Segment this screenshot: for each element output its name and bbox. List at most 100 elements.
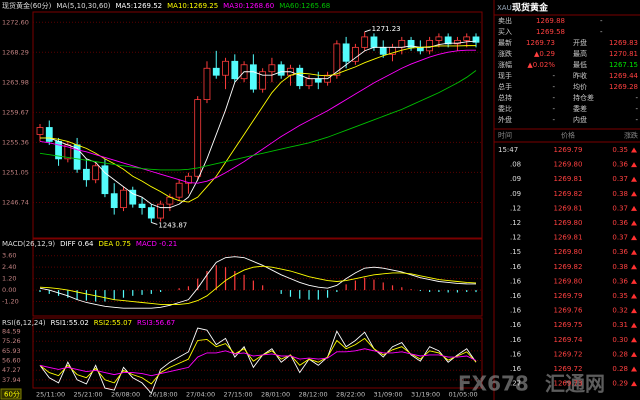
indicator-line: [39, 256, 477, 309]
quote-value: -: [635, 116, 638, 124]
quote-value: -: [552, 72, 555, 80]
trade-time: .12: [510, 234, 521, 242]
candle-body: [426, 39, 434, 52]
candle-body: [36, 127, 44, 135]
trade-change: 0.37: [612, 234, 628, 242]
annotation-line: [151, 221, 158, 225]
y-tick-label: 75.26: [2, 337, 21, 345]
y-tick-label: 1246.74: [2, 198, 29, 206]
trade-time: .09: [510, 190, 521, 198]
trade-price: 1269.73: [554, 380, 583, 388]
candle-body: [157, 203, 164, 219]
up-arrow: [631, 162, 637, 168]
y-tick-label: 37.94: [2, 376, 21, 384]
trade-change: 0.36: [612, 219, 628, 227]
trade-header: 时间: [498, 131, 512, 140]
quote-value: ▲0.29: [534, 50, 555, 58]
quote-label: 最新: [498, 38, 512, 47]
up-arrow: [631, 308, 637, 314]
trade-change: 0.29: [612, 380, 628, 388]
macd-header: MACD(26,12,9) DIFF 0.64 DEA 0.75 MACD -0.21: [2, 240, 182, 248]
quote-label: 委差: [573, 104, 587, 113]
trade-price: 1269.81: [554, 175, 583, 183]
annotation: 1243.87: [158, 221, 187, 229]
quote-value: 1269.73: [526, 39, 555, 47]
trade-price: 1269.80: [554, 161, 583, 169]
trade-header: 涨跌: [624, 131, 638, 140]
candle-body: [268, 64, 276, 73]
y-tick-label: 0.00: [2, 286, 16, 294]
up-arrow: [631, 351, 637, 357]
annotation-line: [364, 29, 371, 33]
period-button[interactable]: [0, 388, 22, 400]
indicator-line: [39, 265, 477, 305]
y-tick-label: 1251.05: [2, 168, 29, 176]
trade-price: 1269.72: [554, 365, 583, 373]
trade-time: .16: [510, 365, 522, 373]
watermark: 汇通网: [545, 372, 605, 396]
up-arrow: [631, 191, 637, 197]
period-label[interactable]: 60分: [4, 390, 20, 399]
legend-entry: RSI3:56.67: [137, 319, 176, 327]
trade-change: 0.28: [612, 350, 628, 358]
x-tick-label: 28/01:00: [261, 391, 290, 399]
up-arrow: [631, 220, 637, 226]
trade-price: 1269.75: [554, 321, 583, 329]
legend-entry: RSI2:55.07: [93, 319, 133, 327]
trade-change: 0.38: [612, 190, 628, 198]
candle-body: [314, 78, 322, 83]
trade-time: .16: [510, 292, 522, 300]
trade-price: 1269.81: [554, 234, 583, 242]
trade-price: 1269.74: [554, 336, 583, 344]
x-tick-label: 01/05:00: [449, 391, 478, 399]
trade-time: .16: [510, 350, 522, 358]
rsi-frame: [32, 317, 483, 389]
candle-body: [249, 64, 257, 90]
candle-body: [463, 36, 471, 41]
up-arrow: [631, 381, 637, 387]
y-tick-label: 1268.29: [2, 48, 29, 56]
candle-body: [203, 67, 211, 101]
trade-price: 1269.82: [554, 190, 583, 198]
trade-change: 0.35: [612, 146, 628, 154]
quote-value: -: [552, 105, 555, 113]
x-tick-label: 26/18:00: [149, 391, 178, 399]
trade-price: 1269.72: [554, 350, 583, 358]
trade-time: .15: [510, 248, 521, 256]
up-arrow: [631, 278, 637, 284]
quote-label: 涨幅: [498, 60, 512, 69]
candle-body: [101, 165, 109, 195]
quote-label: 持仓差: [573, 93, 594, 102]
trade-price: 1269.82: [554, 263, 583, 271]
trade-price: 1269.81: [554, 204, 583, 212]
candle-body: [352, 46, 359, 62]
candle-body: [407, 39, 415, 48]
quote-value: -: [552, 83, 555, 91]
y-tick-label: 1263.98: [2, 78, 29, 86]
indicator-line: [40, 45, 476, 203]
quote-label: 内盘: [573, 115, 587, 124]
indicator-line: [39, 337, 477, 385]
legend-entry: MA5:1269.52: [115, 2, 163, 10]
quote-label: 外盘: [498, 115, 512, 124]
quote-value: -: [552, 116, 555, 124]
legend-entry: MA10:1269.25: [167, 2, 219, 10]
legend-entry: DEA 0.75: [98, 240, 131, 248]
indicator-line: [39, 327, 477, 395]
quote-value: 1269.58: [536, 28, 565, 36]
candle-body: [138, 203, 146, 209]
candle-body: [82, 168, 90, 181]
y-tick-label: 1255.36: [2, 138, 29, 146]
x-tick-label: 25/11:00: [36, 391, 65, 399]
trade-time: .16: [510, 263, 522, 271]
trade-price: 1269.80: [554, 277, 583, 285]
annotation: 1271.23: [372, 25, 401, 33]
candle-body: [45, 127, 53, 142]
trade-price: 1269.80: [554, 248, 583, 256]
candle-body: [222, 60, 229, 76]
trade-time: .27: [510, 380, 521, 388]
quote-label: 现手: [498, 71, 512, 80]
y-tick-label: 65.93: [2, 347, 21, 355]
trade-time: .09: [510, 175, 521, 183]
